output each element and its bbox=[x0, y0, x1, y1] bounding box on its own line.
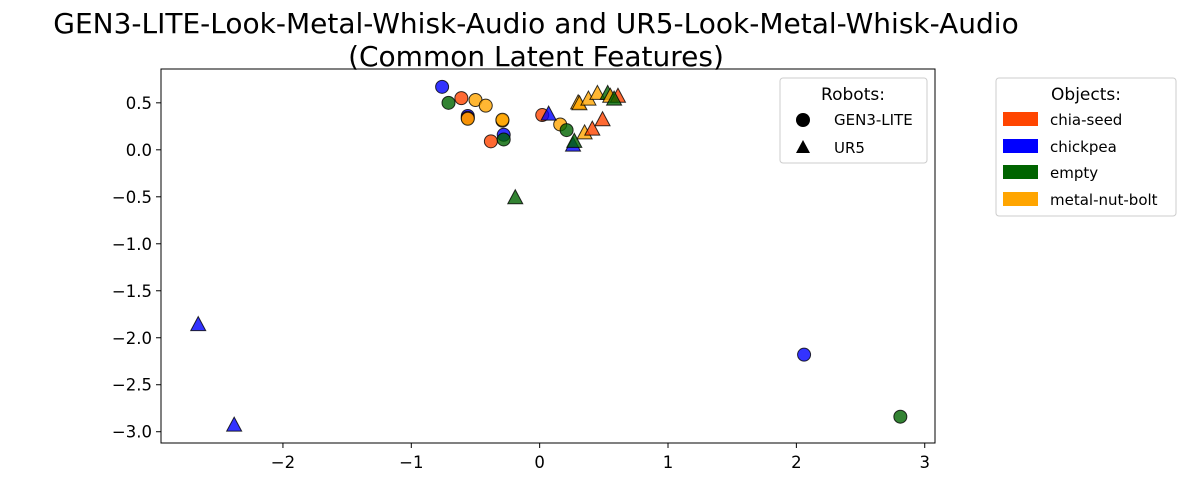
legend-objects: Objects: chia-seed chickpea empty metal-… bbox=[995, 77, 1177, 217]
legend-swatch-metal-nut-bolt bbox=[1003, 192, 1038, 206]
y-tick-label: −1.5 bbox=[112, 282, 152, 301]
data-points bbox=[189, 79, 908, 432]
legend-swatch-chickpea bbox=[1003, 139, 1038, 153]
y-tick-label: −2.5 bbox=[112, 376, 152, 395]
legend-object-label-chickpea: chickpea bbox=[1050, 138, 1117, 156]
data-point-ur5-empty bbox=[605, 90, 623, 106]
data-point-gen3-lite-empty bbox=[496, 132, 511, 147]
data-point-gen3-lite-chickpea bbox=[435, 79, 450, 94]
legend-object-label-empty: empty bbox=[1050, 164, 1098, 182]
legend-object-label-metal-nut-bolt: metal-nut-bolt bbox=[1050, 191, 1158, 209]
legend-triangle-marker bbox=[796, 140, 810, 153]
legend-swatch-chia-seed bbox=[1003, 112, 1038, 126]
x-tick-label: −1 bbox=[399, 453, 423, 472]
x-tick-label: 2 bbox=[791, 453, 802, 472]
legend-robot-label-gen3: GEN3-LITE bbox=[834, 111, 913, 129]
data-point-ur5-chickpea bbox=[189, 315, 207, 332]
y-tick-label: −0.5 bbox=[112, 188, 152, 207]
legend-robot-label-ur5: UR5 bbox=[834, 139, 865, 157]
data-point-ur5-chickpea bbox=[540, 105, 557, 121]
data-point-gen3-lite-empty bbox=[441, 95, 456, 110]
data-point-ur5-chia-seed bbox=[594, 110, 611, 127]
data-point-ur5-metal-nut-bolt bbox=[589, 84, 606, 100]
legend-swatch-empty bbox=[1003, 165, 1038, 179]
data-point-gen3-lite-chia-seed bbox=[483, 134, 498, 149]
y-tick-label: −2.0 bbox=[112, 329, 152, 348]
data-point-gen3-lite-empty bbox=[893, 409, 908, 424]
legend-robots-title: Robots: bbox=[821, 85, 885, 105]
y-tick-label: −3.0 bbox=[112, 423, 152, 442]
data-point-ur5-chia-seed bbox=[583, 120, 601, 136]
axis-ticks: −2 −1 0 1 2 3 0.5 0.0 −0.5 −1.0 −1.5 −2.0 −2.5 −3.0 bbox=[112, 94, 930, 472]
x-tick-label: 0 bbox=[534, 453, 545, 472]
plot-area-frame bbox=[160, 68, 936, 444]
data-point-ur5-empty bbox=[506, 188, 524, 205]
data-point-gen3-lite-chickpea bbox=[797, 347, 812, 362]
legend-objects-title: Objects: bbox=[1051, 85, 1121, 105]
x-tick-label: 1 bbox=[663, 453, 674, 472]
data-point-ur5-chickpea bbox=[225, 416, 243, 432]
y-tick-label: 0.0 bbox=[126, 141, 152, 160]
chart-title-line1: GEN3-LITE-Look-Metal-Whisk-Audio and UR5… bbox=[53, 7, 1018, 40]
x-tick-label: −2 bbox=[271, 453, 295, 472]
legend-objects-box bbox=[995, 77, 1177, 217]
legend-robots-box bbox=[779, 77, 928, 164]
data-point-gen3-lite-metal-nut-bolt bbox=[478, 98, 493, 113]
x-tick-label: 3 bbox=[919, 453, 930, 472]
data-point-ur5-empty bbox=[565, 132, 583, 148]
chart-title-line2: (Common Latent Features) bbox=[348, 40, 724, 73]
data-point-gen3-lite-chia-seed bbox=[454, 91, 469, 106]
data-point-gen3-lite-empty bbox=[559, 123, 574, 138]
data-point-gen3-lite-metal-nut-bolt bbox=[460, 111, 475, 126]
y-tick-label: 0.5 bbox=[126, 94, 152, 113]
legend-circle-marker bbox=[796, 113, 810, 127]
y-tick-label: −1.0 bbox=[112, 235, 152, 254]
data-point-gen3-lite-metal-nut-bolt bbox=[495, 112, 510, 127]
legend-robots: Robots: GEN3-LITE UR5 bbox=[779, 77, 928, 164]
legend-object-label-chia-seed: chia-seed bbox=[1050, 111, 1122, 129]
